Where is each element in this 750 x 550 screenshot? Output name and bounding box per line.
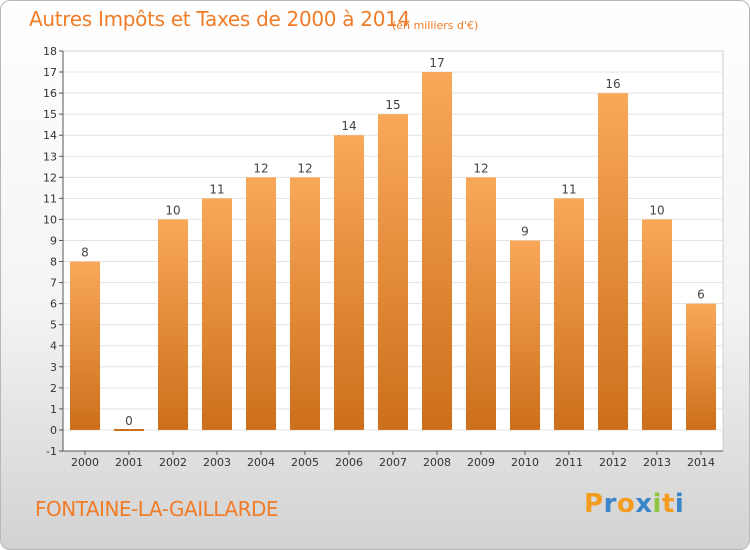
y-tick-label: 5 xyxy=(50,319,57,332)
y-tick-label: -1 xyxy=(46,445,57,458)
x-tick-label: 2004 xyxy=(247,456,275,469)
bar xyxy=(378,114,408,430)
y-tick-label: 11 xyxy=(43,192,57,205)
y-tick-label: 2 xyxy=(50,382,57,395)
bar xyxy=(246,177,276,430)
data-label: 16 xyxy=(605,77,620,91)
x-tick-label: 2013 xyxy=(643,456,671,469)
data-label: 12 xyxy=(297,161,312,175)
data-label: 11 xyxy=(209,182,224,196)
data-label: 14 xyxy=(341,119,356,133)
y-tick-label: 13 xyxy=(43,150,57,163)
chart-subtitle: (en milliers d'€) xyxy=(392,19,479,32)
y-tick-label: 0 xyxy=(50,424,57,437)
data-label: 9 xyxy=(521,224,529,238)
x-tick-label: 2006 xyxy=(335,456,363,469)
logo-letter: r xyxy=(603,489,617,519)
y-tick-label: 14 xyxy=(43,129,57,142)
y-tick-label: 9 xyxy=(50,234,57,247)
proxiti-logo[interactable]: Proxiti xyxy=(584,489,684,519)
x-tick-label: 2003 xyxy=(203,456,231,469)
y-tick-label: 3 xyxy=(50,361,57,374)
bar xyxy=(334,135,364,430)
x-tick-label: 2001 xyxy=(115,456,143,469)
bar xyxy=(510,240,540,430)
data-label: 10 xyxy=(649,203,664,217)
data-label: 8 xyxy=(81,246,89,260)
x-tick-label: 2011 xyxy=(555,456,583,469)
y-tick-label: 16 xyxy=(43,87,57,100)
y-tick-label: 17 xyxy=(43,66,57,79)
logo-letter: i xyxy=(674,489,685,519)
x-tick-label: 2002 xyxy=(159,456,187,469)
bar xyxy=(642,219,672,430)
bar xyxy=(686,303,716,430)
y-tick-label: 12 xyxy=(43,171,57,184)
bar xyxy=(158,219,188,430)
y-tick-label: 8 xyxy=(50,256,57,269)
y-tick-label: 18 xyxy=(43,45,57,58)
bar xyxy=(466,177,496,430)
bar xyxy=(554,198,584,430)
x-tick-label: 2009 xyxy=(467,456,495,469)
bar xyxy=(70,261,100,430)
x-tick-label: 2008 xyxy=(423,456,451,469)
bar xyxy=(290,177,320,430)
data-label: 6 xyxy=(697,288,705,302)
logo-letter: t xyxy=(661,489,675,519)
y-tick-label: 6 xyxy=(50,298,57,311)
bar xyxy=(598,93,628,430)
logo-letter: i xyxy=(652,489,662,519)
data-label: 11 xyxy=(561,182,576,196)
bar xyxy=(202,198,232,430)
x-tick-label: 2005 xyxy=(291,456,319,469)
data-label: 0 xyxy=(125,414,133,428)
y-tick-label: 4 xyxy=(50,340,57,353)
x-tick-label: 2000 xyxy=(71,456,99,469)
y-tick-label: 7 xyxy=(50,277,57,290)
data-label: 17 xyxy=(429,56,444,70)
logo-letter: x xyxy=(635,489,653,519)
y-tick-label: 10 xyxy=(43,213,57,226)
x-tick-label: 2010 xyxy=(511,456,539,469)
data-label: 12 xyxy=(473,161,488,175)
city-name: FONTAINE-LA-GAILLARDE xyxy=(35,497,279,521)
y-tick-label: 15 xyxy=(43,108,57,121)
data-label: 12 xyxy=(253,161,268,175)
logo-letter: P xyxy=(584,489,604,519)
data-label: 15 xyxy=(385,98,400,112)
y-tick-label: 1 xyxy=(50,403,57,416)
bar xyxy=(422,72,452,430)
x-tick-label: 2014 xyxy=(687,456,715,469)
chart-title: Autres Impôts et Taxes de 2000 à 2014 xyxy=(29,7,410,31)
x-tick-label: 2012 xyxy=(599,456,627,469)
data-label: 10 xyxy=(165,203,180,217)
x-tick-label: 2007 xyxy=(379,456,407,469)
logo-letter: o xyxy=(616,489,636,519)
